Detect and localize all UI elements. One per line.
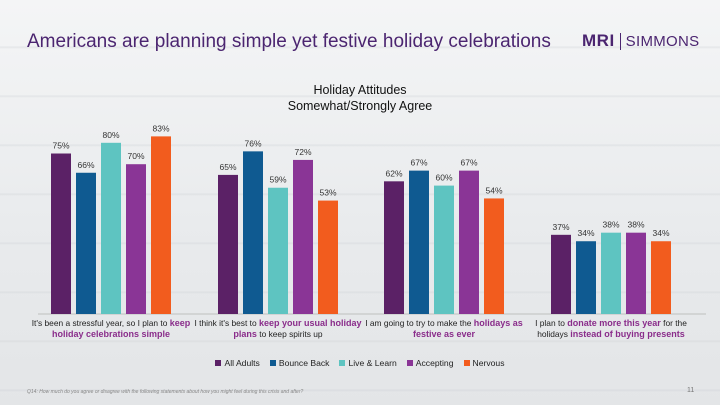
legend-label: Live & Learn <box>348 358 397 368</box>
bar-live-learn-2 <box>268 187 288 314</box>
logo-mri-text: MRI <box>582 31 615 50</box>
data-label: 34% <box>577 228 594 238</box>
data-label: 62% <box>385 168 402 178</box>
bar-nervous-4 <box>651 241 671 314</box>
legend-swatch <box>463 360 470 366</box>
legend-item: Bounce Back <box>269 358 330 368</box>
category-label: I plan to donate more this year for the … <box>535 318 687 339</box>
legend-item: Accepting <box>406 358 454 368</box>
legend-swatch <box>339 360 346 366</box>
page-number: 11 <box>687 387 695 394</box>
logo-simmons-text: SIMMONS <box>625 32 700 50</box>
bar-accepting-1 <box>126 164 146 314</box>
data-label: 76% <box>244 138 261 148</box>
data-label: 67% <box>410 158 427 168</box>
data-label: 34% <box>652 228 669 238</box>
chart-legend: All Adults Bounce Back Live & Learn Accepti… <box>0 358 720 368</box>
data-label: 65% <box>219 162 236 172</box>
bar-nervous-1 <box>151 136 171 314</box>
chart-title: Holiday Attitudes <box>313 83 407 97</box>
bar-bounce-back-1 <box>76 172 96 314</box>
data-label: 75% <box>52 141 69 151</box>
data-label: 67% <box>460 158 477 168</box>
category-label: I am going to try to make the holidays a… <box>365 318 523 339</box>
bar-live-learn-3 <box>434 185 454 314</box>
footnote: Q14: How much do you agree or disagree w… <box>27 389 304 395</box>
data-label: 80% <box>102 130 119 140</box>
legend-label: Nervous <box>472 358 505 368</box>
bar-all-adults-1 <box>51 153 71 314</box>
data-label: 60% <box>435 173 452 183</box>
bar-accepting-4 <box>626 232 646 314</box>
data-label: 70% <box>127 151 144 161</box>
bar-accepting-3 <box>459 170 479 314</box>
bar-nervous-3 <box>484 198 504 314</box>
bar-live-learn-1 <box>101 142 121 314</box>
mri-simmons-logo: MRI SIMMONS <box>582 31 699 51</box>
bar-all-adults-3 <box>384 181 404 314</box>
category-label: I think it's best to keep your usual hol… <box>194 318 362 339</box>
data-label: 54% <box>485 185 502 195</box>
legend-swatch <box>215 360 222 366</box>
page-title: Americans are planning simple yet festiv… <box>27 31 551 52</box>
legend-label: Bounce Back <box>278 358 330 368</box>
bar-nervous-2 <box>318 200 338 314</box>
bar-accepting-2 <box>293 159 313 314</box>
legend-item: All Adults <box>215 358 260 368</box>
data-label: 83% <box>152 123 169 133</box>
bar-all-adults-4 <box>551 234 571 314</box>
bar-live-learn-4 <box>601 232 621 314</box>
bar-all-adults-2 <box>218 174 238 314</box>
legend-item: Nervous <box>463 358 505 368</box>
data-label: 38% <box>627 220 644 230</box>
category-label: It's been a stressful year, so I plan to… <box>31 318 191 339</box>
legend-label: All Adults <box>224 358 260 368</box>
legend-label: Accepting <box>415 358 454 368</box>
chart-subtitle: Somewhat/Strongly Agree <box>287 99 433 113</box>
legend-swatch <box>406 360 413 366</box>
data-label: 66% <box>77 160 94 170</box>
data-label: 72% <box>294 147 311 157</box>
data-label: 37% <box>552 222 569 232</box>
data-label: 59% <box>269 175 286 185</box>
bar-bounce-back-2 <box>243 151 263 314</box>
data-label: 53% <box>319 188 336 198</box>
bar-bounce-back-4 <box>576 241 596 314</box>
logo-divider <box>619 32 621 50</box>
bar-bounce-back-3 <box>409 170 429 314</box>
legend-swatch <box>269 360 276 366</box>
data-label: 38% <box>602 220 619 230</box>
legend-item: Live & Learn <box>339 358 397 368</box>
